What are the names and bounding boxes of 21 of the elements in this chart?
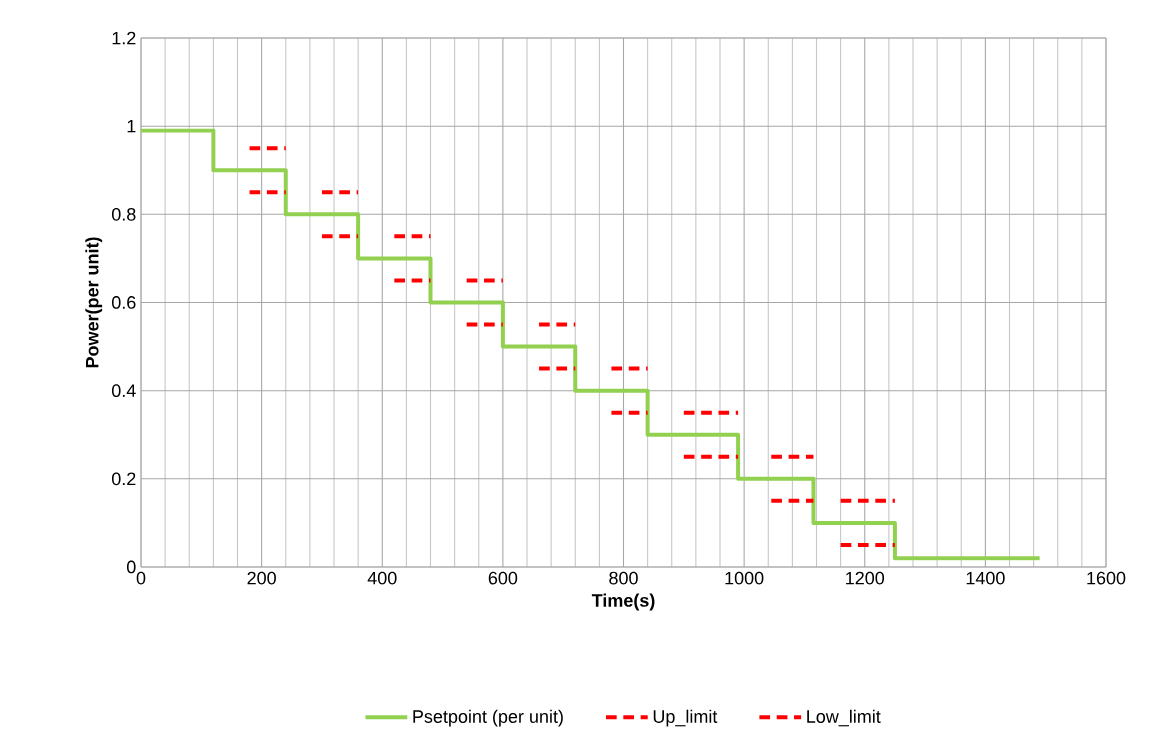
y-tick-label: 1 [127, 119, 136, 133]
y-tick-label: 0.4 [111, 384, 136, 398]
x-tick-label: 400 [367, 571, 397, 585]
legend-label: Low_limit [807, 709, 881, 727]
y-tick-label: 0.8 [111, 207, 136, 221]
x-tick-label: 200 [247, 571, 276, 585]
x-tick-label: 0 [136, 571, 146, 585]
x-tick-label: 600 [488, 571, 518, 585]
legend-label: Psetpoint (per unit) [413, 709, 563, 727]
x-tick-label: 1000 [725, 571, 764, 585]
y-axis-title: Power(per unit) [85, 237, 103, 368]
x-tick-label: 1200 [846, 571, 885, 585]
x-tick-label: 800 [609, 571, 638, 585]
y-tick-label: 0.2 [111, 472, 136, 486]
x-axis-title: Time(s) [591, 593, 655, 611]
y-tick-label: 0.6 [111, 296, 136, 309]
x-tick-label: 1400 [966, 571, 1005, 585]
x-tick-label: 1600 [1087, 571, 1126, 585]
legend-label: Up_limit [653, 709, 718, 727]
y-tick-label: 1.2 [112, 31, 136, 45]
y-tick-label: 0 [127, 560, 136, 574]
